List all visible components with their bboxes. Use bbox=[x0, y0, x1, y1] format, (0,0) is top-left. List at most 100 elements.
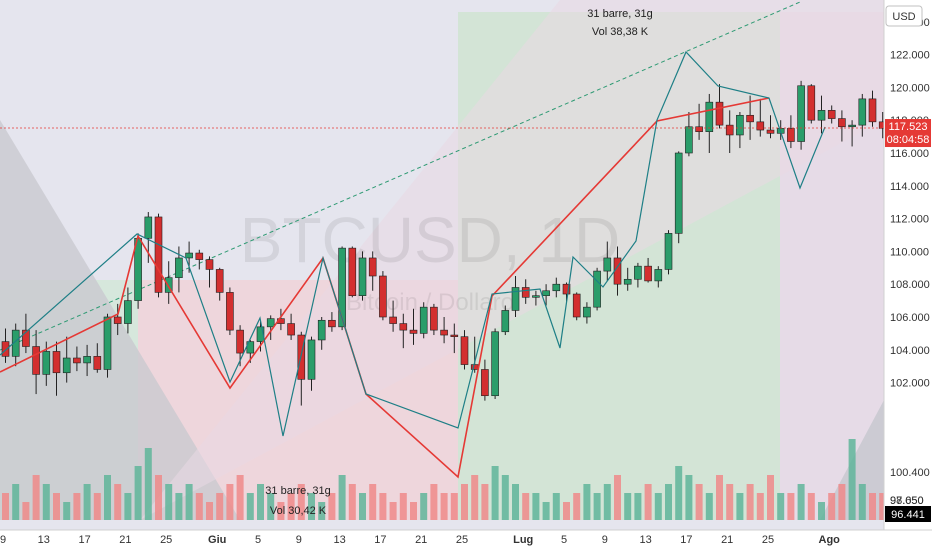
candle-body bbox=[185, 252, 193, 259]
candle[interactable] bbox=[664, 230, 673, 275]
candle[interactable] bbox=[11, 323, 20, 367]
last-price-tag: 117.523 08:04:58 bbox=[885, 119, 931, 148]
candle[interactable] bbox=[226, 287, 234, 336]
candle[interactable] bbox=[827, 105, 836, 124]
currency-button[interactable] bbox=[885, 5, 923, 27]
price-tick-label: 114.000 bbox=[890, 181, 929, 193]
candle[interactable] bbox=[409, 308, 418, 345]
candle[interactable] bbox=[532, 290, 540, 306]
candle[interactable] bbox=[389, 300, 397, 332]
candle[interactable] bbox=[32, 330, 40, 395]
candle[interactable] bbox=[368, 251, 377, 291]
candle[interactable] bbox=[266, 315, 275, 340]
candle[interactable] bbox=[542, 284, 550, 306]
candle[interactable] bbox=[419, 302, 428, 339]
candle[interactable] bbox=[603, 241, 612, 281]
candle[interactable] bbox=[124, 287, 132, 334]
candle[interactable] bbox=[552, 277, 561, 298]
candle[interactable] bbox=[848, 120, 856, 147]
candle[interactable] bbox=[307, 336, 316, 391]
candle[interactable] bbox=[756, 98, 765, 137]
candle[interactable] bbox=[328, 312, 336, 332]
candle[interactable] bbox=[583, 302, 591, 324]
candle[interactable] bbox=[358, 251, 367, 301]
candle[interactable] bbox=[430, 303, 438, 336]
candle-body bbox=[838, 118, 846, 128]
time-axis[interactable] bbox=[0, 530, 884, 550]
candle[interactable] bbox=[93, 343, 102, 373]
candle[interactable] bbox=[287, 313, 295, 340]
candle[interactable] bbox=[62, 336, 71, 383]
price-axis[interactable] bbox=[884, 0, 932, 530]
date-tick-label: Lug bbox=[513, 534, 533, 546]
candle[interactable] bbox=[572, 292, 581, 321]
candle[interactable] bbox=[83, 344, 91, 377]
volume-bar bbox=[501, 475, 509, 520]
candle[interactable] bbox=[348, 246, 357, 298]
candle[interactable] bbox=[1, 328, 10, 363]
candle[interactable] bbox=[705, 93, 714, 153]
date-tick-label: 5 bbox=[561, 534, 567, 546]
candle[interactable] bbox=[725, 110, 734, 153]
volume-bar bbox=[175, 493, 183, 520]
candle[interactable] bbox=[440, 317, 448, 344]
volume-bar bbox=[32, 475, 40, 520]
candle-body bbox=[32, 346, 40, 375]
candle[interactable] bbox=[868, 90, 877, 127]
candle[interactable] bbox=[674, 151, 683, 244]
volume-bar bbox=[134, 466, 142, 520]
candle[interactable] bbox=[766, 115, 775, 139]
candle[interactable] bbox=[164, 261, 173, 304]
candle[interactable] bbox=[654, 266, 663, 288]
zigzag-teal[interactable] bbox=[0, 50, 826, 437]
candle[interactable] bbox=[511, 276, 520, 317]
candle[interactable] bbox=[491, 328, 499, 399]
price-tick-label: 97.050 bbox=[890, 495, 924, 507]
candle[interactable] bbox=[521, 279, 530, 304]
candle[interactable] bbox=[736, 112, 744, 149]
candle[interactable] bbox=[195, 249, 204, 270]
candle[interactable] bbox=[746, 95, 754, 140]
candle-body bbox=[848, 124, 856, 128]
candle-body bbox=[124, 300, 132, 324]
candle[interactable] bbox=[450, 323, 459, 354]
candle[interactable] bbox=[501, 305, 510, 336]
volume-bar bbox=[389, 502, 397, 520]
candle[interactable] bbox=[807, 84, 816, 124]
candle[interactable] bbox=[695, 103, 703, 140]
candle[interactable] bbox=[399, 313, 408, 349]
candle[interactable] bbox=[787, 115, 795, 149]
candle-layer bbox=[1, 80, 887, 406]
candle[interactable] bbox=[205, 256, 214, 288]
candle[interactable] bbox=[113, 303, 122, 336]
candle[interactable] bbox=[623, 267, 632, 291]
candle[interactable] bbox=[634, 262, 642, 288]
candle[interactable] bbox=[797, 80, 805, 150]
candle[interactable] bbox=[685, 112, 693, 157]
candle[interactable] bbox=[317, 317, 326, 350]
candle[interactable] bbox=[215, 267, 224, 301]
dashed-trendline[interactable] bbox=[0, 1, 801, 351]
candle[interactable] bbox=[460, 330, 469, 370]
date-tick-label: 17 bbox=[680, 534, 692, 546]
candle[interactable] bbox=[715, 84, 724, 129]
date-tick-label: 25 bbox=[762, 534, 774, 546]
candle-body bbox=[695, 126, 703, 132]
candle[interactable] bbox=[73, 346, 81, 372]
volume-bar bbox=[277, 502, 285, 520]
candle[interactable] bbox=[838, 110, 846, 142]
candle[interactable] bbox=[644, 257, 652, 283]
candle[interactable] bbox=[817, 95, 826, 134]
volume-bar bbox=[195, 493, 203, 520]
volume-bar bbox=[736, 493, 744, 520]
candle[interactable] bbox=[593, 267, 601, 311]
candle[interactable] bbox=[379, 271, 387, 321]
candle[interactable] bbox=[103, 313, 112, 378]
candle[interactable] bbox=[481, 359, 489, 401]
candle[interactable] bbox=[52, 341, 61, 396]
candle[interactable] bbox=[858, 93, 867, 137]
candle[interactable] bbox=[154, 213, 163, 298]
candle[interactable] bbox=[22, 313, 30, 354]
